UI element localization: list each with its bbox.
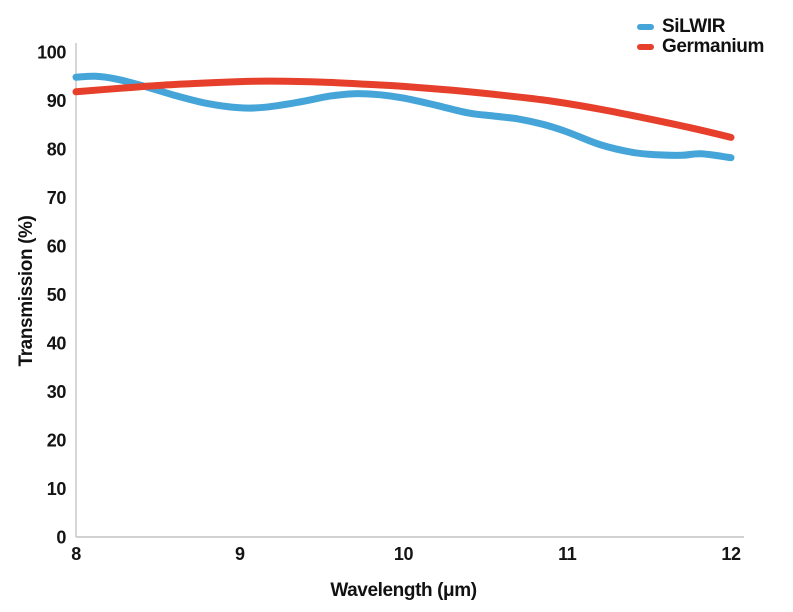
x-tick-label-10: 10 — [394, 544, 414, 564]
y-tick-label-0: 0 — [56, 528, 66, 548]
series-line-germanium — [72, 77, 735, 141]
legend-item-silwir: SiLWIR — [637, 17, 764, 37]
legend-label-silwir: SiLWIR — [662, 16, 726, 37]
x-tick-label-12: 12 — [721, 544, 741, 564]
y-tick-label-90: 90 — [47, 91, 67, 111]
x-tick-label-9: 9 — [235, 544, 245, 564]
legend-label-germanium: Germanium — [662, 36, 764, 57]
y-tick-label-20: 20 — [47, 431, 67, 451]
y-tick-label-60: 60 — [47, 237, 67, 257]
y-tick-label-100: 100 — [37, 43, 66, 63]
legend-item-germanium: Germanium — [637, 37, 764, 57]
y-tick-label-30: 30 — [47, 382, 67, 402]
x-tick-label-11: 11 — [558, 544, 577, 564]
y-tick-label-10: 10 — [47, 479, 67, 499]
y-tick-label-50: 50 — [47, 285, 67, 305]
legend-swatch-germanium — [637, 44, 654, 50]
y-tick-label-80: 80 — [47, 140, 67, 160]
series-line-silwir — [72, 72, 735, 162]
x-tick-label-8: 8 — [71, 544, 81, 564]
y-tick-label-40: 40 — [47, 334, 67, 354]
y-axis-title: Transmission (%) — [16, 215, 37, 367]
y-tick-label-70: 70 — [47, 188, 67, 208]
legend: SiLWIR Germanium — [637, 17, 764, 57]
legend-swatch-silwir — [637, 24, 654, 30]
x-axis-title: Wavelength (μm) — [330, 580, 477, 601]
